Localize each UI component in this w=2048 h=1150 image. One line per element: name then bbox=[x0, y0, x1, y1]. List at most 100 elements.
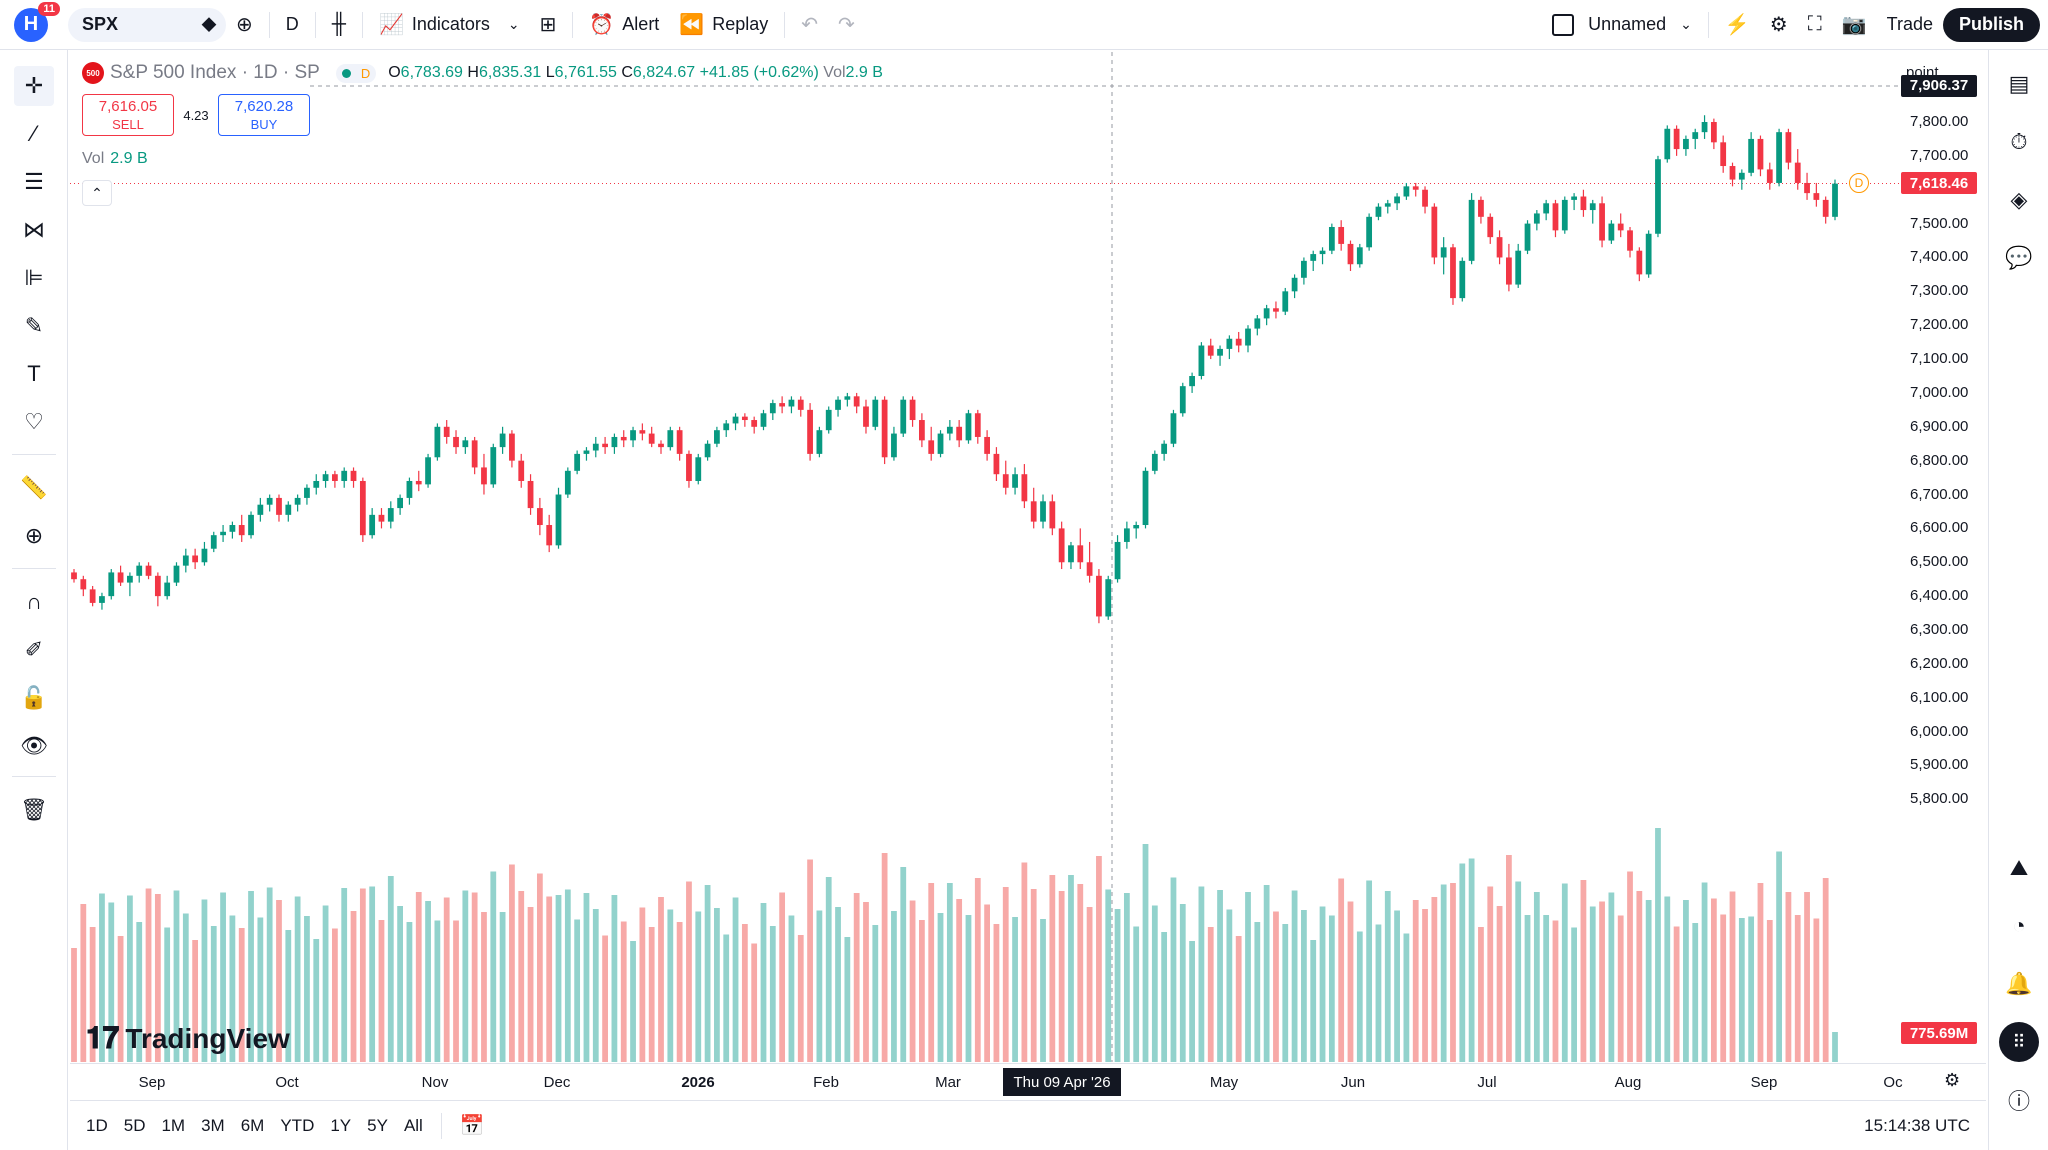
chart-pane[interactable]: 500 S&P 500 Index · 1D · SP D O6,783.69 … bbox=[70, 52, 1986, 1062]
volume-bar bbox=[359, 888, 366, 1062]
replay-button[interactable]: ⏪ Replay bbox=[669, 8, 778, 42]
tradingview-watermark[interactable]: 𝟏𝟕 TradingView bbox=[86, 1022, 290, 1056]
magnet-tool[interactable]: ∩ bbox=[14, 582, 54, 622]
layout-button[interactable]: Unnamed ⌄ bbox=[1542, 8, 1702, 42]
candle-body bbox=[984, 436, 990, 454]
user-avatar[interactable]: H 11 bbox=[14, 1, 60, 42]
symbol-search[interactable]: SPX ⬥ bbox=[68, 7, 226, 42]
help-button[interactable]: ⓘ bbox=[1999, 1080, 2039, 1120]
range-button-5d[interactable]: 5D bbox=[123, 1115, 146, 1135]
fullscreen-button[interactable]: ⛶ bbox=[1798, 8, 1832, 42]
quick-search-button[interactable]: ⚡ bbox=[1715, 8, 1760, 42]
price-tick-label: 7,800.00 bbox=[1910, 113, 1969, 130]
trade-label: Trade bbox=[1886, 14, 1933, 34]
candle-body bbox=[509, 433, 515, 461]
diamond-icon[interactable]: ⬥ bbox=[202, 13, 216, 35]
chart-type-button[interactable]: ╫ bbox=[322, 8, 356, 42]
price-tick-label: 6,400.00 bbox=[1910, 587, 1969, 605]
interval-button[interactable]: D bbox=[276, 8, 309, 42]
candle-body bbox=[630, 430, 636, 441]
candle-body bbox=[1804, 182, 1810, 194]
range-buttons: 1D 5D 1M 3M 6M YTD 1Y 5Y All bbox=[70, 1116, 423, 1136]
volume-bar bbox=[1189, 941, 1195, 1062]
candle-body bbox=[322, 474, 329, 481]
candle-body bbox=[1273, 308, 1279, 312]
range-button-1d[interactable]: 1D bbox=[86, 1115, 108, 1135]
volume-bar bbox=[434, 920, 441, 1062]
object-tree-button[interactable]: ◈ bbox=[1999, 180, 2039, 220]
remove-drawings-tool[interactable]: 🗑 bbox=[14, 790, 54, 830]
buy-button[interactable]: 7,620.28 BUY bbox=[218, 94, 310, 136]
candle-body bbox=[1114, 541, 1121, 580]
sell-button[interactable]: 7,616.05 SELL bbox=[82, 94, 174, 136]
candle-body bbox=[359, 480, 366, 536]
pattern-tool[interactable]: ⋈ bbox=[14, 210, 54, 250]
calendar-range-icon[interactable]: 📅 bbox=[459, 1115, 485, 1137]
undo-button[interactable]: ↶ bbox=[791, 8, 828, 42]
apps-button[interactable]: ⠿ bbox=[1999, 1022, 2039, 1062]
brush-tool[interactable]: ✎ bbox=[14, 306, 54, 346]
range-button-1y[interactable]: 1Y bbox=[330, 1115, 352, 1135]
alert-button[interactable]: ⏰ Alert bbox=[579, 8, 669, 42]
broadcast-icon: ◔ bbox=[2012, 913, 2026, 938]
compare-button[interactable]: ⊕ bbox=[226, 8, 263, 42]
collapse-legend-button[interactable]: ⌃ bbox=[82, 180, 112, 206]
candle-body bbox=[332, 474, 338, 481]
symbol-title[interactable]: S&P 500 Index · 1D · SP bbox=[110, 62, 320, 83]
volume-bar bbox=[1683, 900, 1689, 1062]
fib-tool[interactable]: ☰ bbox=[14, 162, 54, 202]
range-button-3m[interactable]: 3M bbox=[201, 1115, 225, 1135]
time-axis[interactable]: Thu 09 Apr '26 ⚙ Sep Oct Nov Dec 2026 Feb Mar M… bbox=[70, 1063, 1986, 1099]
streams-button[interactable]: ◔ bbox=[1999, 906, 2039, 946]
time-tick-label: May bbox=[1209, 1074, 1239, 1091]
templates-button[interactable]: ⊞ bbox=[530, 8, 567, 42]
alert-label: Alert bbox=[622, 14, 660, 34]
zoom-in-icon: ⊕ bbox=[24, 523, 44, 548]
hide-tool[interactable]: 👁 bbox=[14, 726, 54, 766]
ruler-tool[interactable]: 📏 bbox=[14, 468, 54, 508]
utc-clock[interactable]: 15:14:38 UTC bbox=[1864, 1115, 1970, 1135]
watchlist-button[interactable]: ▤ bbox=[1999, 64, 2039, 104]
candle-body bbox=[425, 457, 431, 485]
heart-icon: ♡ bbox=[24, 409, 44, 434]
axis-settings-icon[interactable]: ⚙ bbox=[1944, 1070, 1961, 1090]
volume-bar bbox=[1114, 909, 1121, 1062]
chart-canvas[interactable] bbox=[70, 52, 1986, 1062]
indicators-icon: 📈 bbox=[378, 14, 404, 36]
candle-body bbox=[415, 480, 422, 485]
lock-drawing-tool[interactable]: ✐ bbox=[14, 630, 54, 670]
lock-all-tool[interactable]: 🔓 bbox=[14, 678, 54, 718]
trade-button[interactable]: Trade bbox=[1877, 8, 1943, 42]
dividend-marker[interactable]: D bbox=[1849, 173, 1869, 194]
candle-body bbox=[1608, 223, 1615, 241]
settings-button[interactable]: ⚙ bbox=[1760, 8, 1798, 42]
indicators-button[interactable]: 📈 Indicators ⌄ bbox=[369, 8, 530, 42]
separator bbox=[1707, 11, 1709, 38]
chat-button[interactable]: 💬 bbox=[1999, 238, 2039, 278]
chevron-down-icon[interactable]: ⌄ bbox=[507, 16, 520, 32]
text-tool[interactable]: T bbox=[14, 354, 54, 394]
price-tick-label: 6,300.00 bbox=[1910, 621, 1969, 638]
zoom-tool[interactable]: ⊕ bbox=[14, 516, 54, 556]
range-button-all[interactable]: All bbox=[403, 1115, 423, 1135]
volume-bar bbox=[1338, 878, 1345, 1062]
icons-tool[interactable]: ♡ bbox=[14, 402, 54, 442]
candle-body bbox=[658, 443, 664, 448]
range-button-6m[interactable]: 6M bbox=[240, 1115, 265, 1135]
volume-bar bbox=[835, 907, 841, 1062]
range-button-5y[interactable]: 5Y bbox=[367, 1115, 388, 1135]
trend-line-tool[interactable]: ⁄ bbox=[14, 114, 54, 154]
range-button-ytd[interactable]: YTD bbox=[280, 1115, 315, 1135]
publish-button[interactable]: Publish bbox=[1942, 7, 2040, 42]
chevron-down-icon[interactable]: ⌄ bbox=[1680, 16, 1692, 32]
redo-button[interactable]: ↷ bbox=[828, 8, 865, 42]
range-button-1m[interactable]: 1M bbox=[161, 1115, 186, 1135]
candle-body bbox=[881, 399, 888, 458]
ideas-button[interactable]: ⛰ bbox=[1999, 848, 2039, 888]
forecast-tool[interactable]: ⊫ bbox=[14, 258, 54, 298]
notifications-button[interactable]: 🔔 bbox=[1999, 964, 2039, 1004]
snapshot-button[interactable]: 📷 bbox=[1832, 8, 1877, 42]
crosshair-tool[interactable]: ✛ bbox=[14, 66, 54, 106]
alerts-panel-button[interactable]: ⏱ bbox=[1999, 122, 2039, 162]
market-status[interactable]: D bbox=[335, 63, 377, 83]
